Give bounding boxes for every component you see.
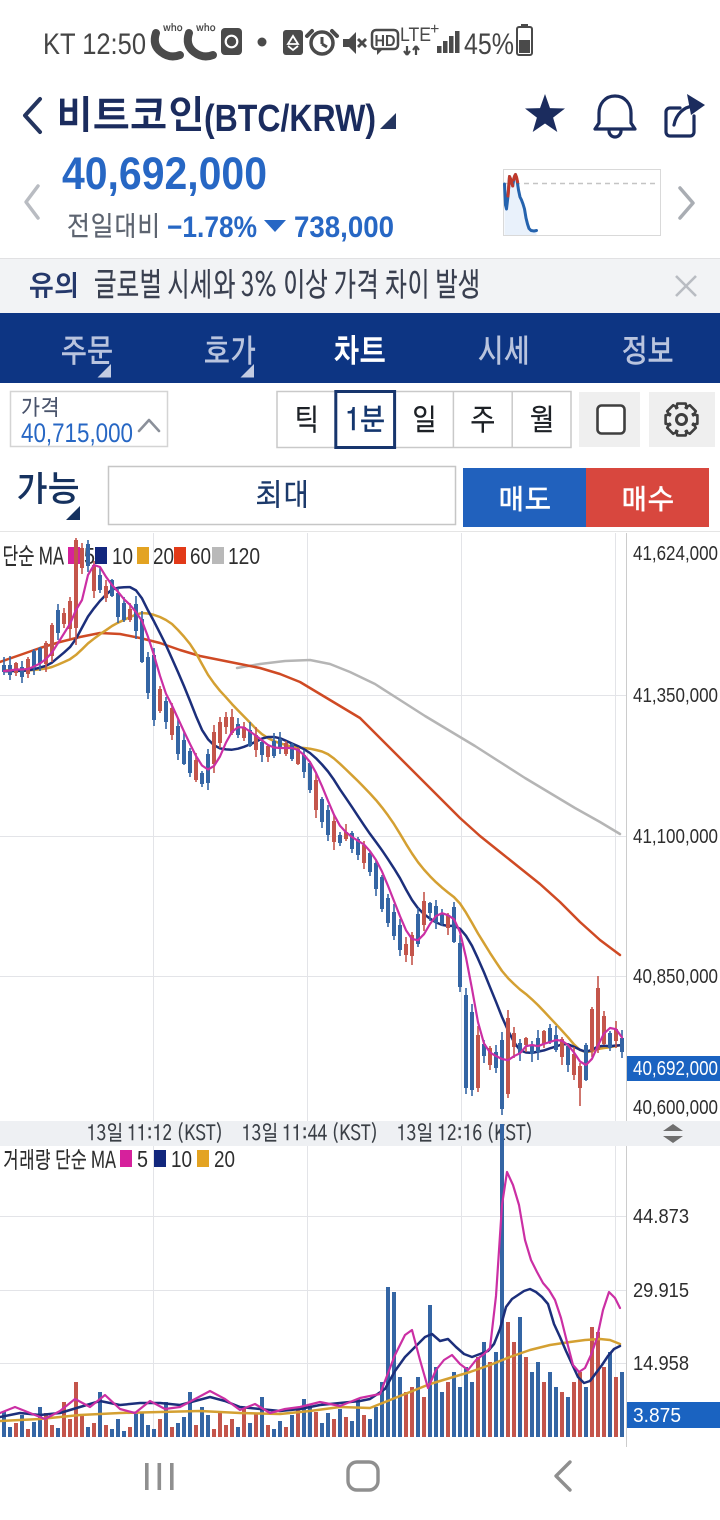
svg-text:44.873: 44.873 <box>633 1205 689 1228</box>
svg-text:60: 60 <box>190 543 211 569</box>
svg-text:41,100,000: 41,100,000 <box>633 825 718 848</box>
svg-text:41,350,000: 41,350,000 <box>633 684 718 707</box>
svg-text:40,692,000: 40,692,000 <box>633 1057 718 1080</box>
svg-text:29.915: 29.915 <box>633 1279 689 1302</box>
svg-text:120: 120 <box>228 543 260 569</box>
svg-text:−1.78%: −1.78% <box>167 211 257 244</box>
svg-text:14.958: 14.958 <box>633 1352 689 1375</box>
svg-text:40,715,000: 40,715,000 <box>21 418 133 448</box>
svg-text:10: 10 <box>171 1146 192 1172</box>
svg-text:+: + <box>430 21 439 38</box>
svg-text:(BTC/KRW): (BTC/KRW) <box>204 98 376 140</box>
svg-text:10: 10 <box>112 543 133 569</box>
svg-text:LTE: LTE <box>400 25 431 46</box>
svg-text:20: 20 <box>214 1146 235 1172</box>
svg-text:KT 12:50: KT 12:50 <box>43 28 146 61</box>
svg-text:20: 20 <box>153 543 174 569</box>
svg-text:HD: HD <box>375 33 396 50</box>
svg-text:40,600,000: 40,600,000 <box>633 1096 718 1119</box>
svg-text:5: 5 <box>137 1146 148 1172</box>
svg-text:40,850,000: 40,850,000 <box>633 965 718 988</box>
svg-text:41,624,000: 41,624,000 <box>633 542 718 565</box>
svg-text:3.875: 3.875 <box>633 1404 681 1427</box>
svg-text:40,692,000: 40,692,000 <box>62 148 267 199</box>
svg-text:738,000: 738,000 <box>294 211 394 244</box>
svg-text:45%: 45% <box>464 28 514 61</box>
